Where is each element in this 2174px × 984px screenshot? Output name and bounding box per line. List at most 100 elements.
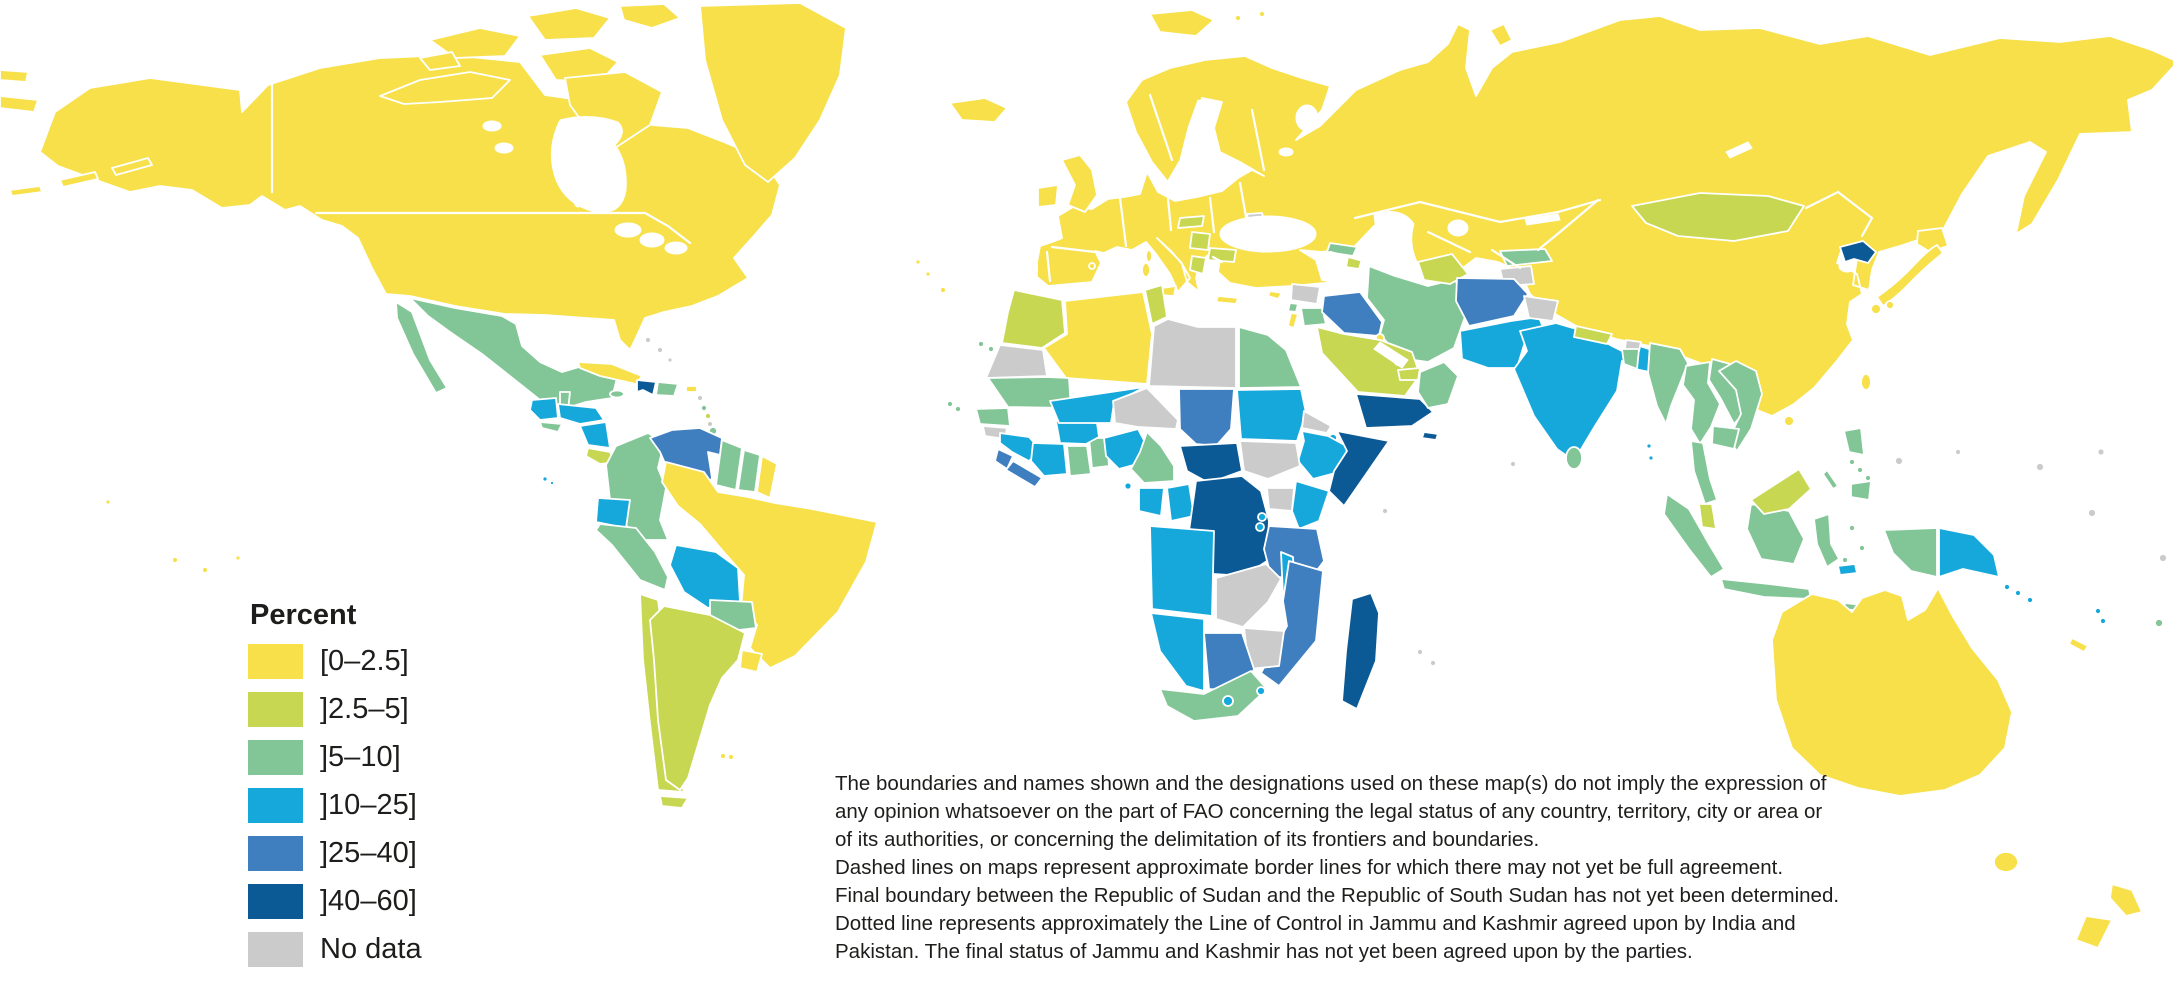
region-morocco: [1001, 289, 1066, 349]
region-lesotho: [1222, 695, 1234, 707]
legend-row: ]5–10]: [248, 740, 422, 775]
region-mauritius-reunion: [1416, 648, 1437, 667]
legend-label: ]25–40]: [320, 837, 417, 869]
great-lake-1: [614, 222, 642, 238]
legend-row: ]10–25]: [248, 788, 422, 823]
legend-swatch: [248, 692, 303, 727]
caspian-sea: [1373, 211, 1424, 293]
lake-ladoga: [1278, 147, 1294, 157]
legend-row: [0–2.5]: [248, 644, 422, 679]
great-slave-lake: [494, 142, 514, 154]
region-brazil: [661, 461, 878, 669]
great-bear-lake: [482, 120, 502, 132]
region-peru: [595, 523, 669, 591]
region-canary-islands: [977, 340, 995, 353]
legend-label: ]10–25]: [320, 789, 417, 821]
region-hainan: [1783, 415, 1795, 427]
region-azores-madeira: [914, 258, 947, 294]
region-bahamas: [644, 336, 674, 364]
region-japan: [1870, 227, 1949, 315]
legend-swatch: [248, 788, 303, 823]
region-dominican-republic: [655, 381, 679, 397]
region-algeria: [1043, 291, 1153, 385]
region-antilles-gray: [696, 394, 714, 428]
legend-label: ]2.5–5]: [320, 693, 409, 725]
region-sri-lanka: [1565, 446, 1583, 470]
region-western-sahara: [985, 344, 1048, 379]
region-zambia: [1215, 563, 1282, 628]
region-el-salvador: [539, 421, 563, 433]
region-timor-leste: [1837, 563, 1858, 576]
region-galapagos: [541, 475, 555, 486]
region-solomon-islands: [2003, 583, 2034, 604]
region-suriname: [737, 449, 761, 493]
region-syria: [1290, 283, 1321, 305]
region-cameroon: [1130, 431, 1175, 484]
region-uae: [1397, 367, 1421, 381]
region-kenya: [1291, 480, 1330, 530]
disclaimer-line: Dotted line represents approximately the…: [835, 912, 1796, 935]
legend-swatch: [248, 740, 303, 775]
region-svalbard: [1149, 9, 1266, 37]
region-congo: [1166, 483, 1195, 522]
region-south-africa: [1159, 670, 1268, 722]
great-lake-2: [639, 232, 665, 248]
region-mexico: [395, 297, 621, 411]
legend-row: ]25–40]: [248, 836, 422, 871]
region-cape-verde: [946, 400, 962, 413]
region-swaziland: [1256, 686, 1266, 696]
region-yemen: [1355, 393, 1434, 429]
region-tasmania: [1993, 851, 2019, 873]
region-greenland: [699, 2, 847, 183]
legend-swatch: [248, 644, 303, 679]
region-chukotka-wrap: [0, 69, 39, 113]
hudson-bay: [550, 116, 627, 214]
region-chad: [1178, 388, 1235, 447]
white-sea: [1295, 104, 1319, 132]
region-mali: [1049, 386, 1146, 424]
disclaimer-line: of its authorities, or concerning the de…: [835, 828, 1540, 851]
great-lake-3: [664, 241, 688, 255]
region-afghanistan: [1455, 277, 1529, 327]
region-maldives: [1509, 460, 1517, 468]
map-disclaimer: The boundaries and names shown and the d…: [835, 770, 1955, 966]
region-socotra: [1421, 431, 1439, 441]
region-guyana: [715, 439, 743, 491]
region-libya: [1148, 318, 1237, 389]
region-liberia: [1005, 460, 1043, 488]
region-egypt: [1238, 326, 1302, 389]
region-jamaica: [609, 389, 625, 399]
region-south-sudan: [1239, 440, 1301, 480]
region-fiji: [2154, 618, 2164, 628]
lake-winnipeg: [572, 184, 584, 208]
legend-swatch: [248, 932, 303, 967]
legend-label: ]40–60]: [320, 885, 417, 917]
region-argentina: [649, 605, 746, 791]
region-bangladesh: [1621, 348, 1640, 370]
region-puerto-rico: [685, 385, 698, 393]
region-uruguay: [739, 649, 763, 673]
baltic-sea: [1165, 99, 1239, 193]
region-jordan: [1300, 307, 1327, 327]
region-antilles-lime: [704, 412, 712, 420]
region-sudan: [1236, 388, 1307, 442]
region-nepal: [1573, 325, 1613, 345]
disclaimer-line: any opinion whatsoever on the part of FA…: [835, 800, 1823, 823]
region-new-caledonia: [2068, 637, 2089, 653]
region-israel: [1287, 312, 1299, 329]
region-cote-divoire: [1030, 442, 1068, 477]
region-falkland-islands: [719, 752, 735, 761]
region-cambodia: [1711, 425, 1740, 450]
region-indonesia: [1663, 493, 1938, 612]
region-pacific-islands: [1894, 447, 2168, 563]
region-andaman-islands: [1645, 442, 1655, 462]
region-guatemala: [529, 397, 559, 421]
disclaimer-line: The boundaries and names shown and the d…: [835, 772, 1827, 795]
region-burkina-faso: [1055, 420, 1100, 445]
aral-sea: [1447, 219, 1469, 237]
legend-swatch: [248, 836, 303, 871]
legend-swatch: [248, 884, 303, 919]
region-kyrgyzstan: [1499, 248, 1553, 267]
region-senegal: [975, 407, 1011, 427]
